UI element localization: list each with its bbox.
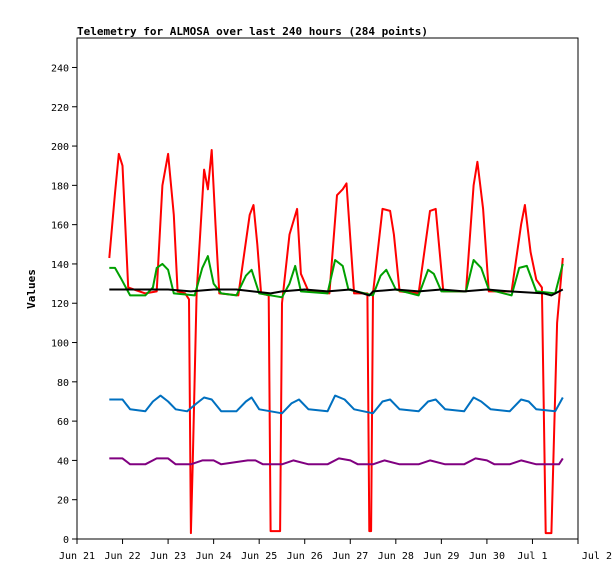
x-tick-label: Jun 23 <box>150 551 186 562</box>
y-tick-label: 100 <box>51 339 69 350</box>
y-tick-label: 80 <box>57 378 69 389</box>
x-tick-label: Jun 28 <box>378 551 414 562</box>
y-tick-label: 120 <box>51 299 69 310</box>
x-tick-label: Jun 27 <box>332 551 368 562</box>
x-tick-label: Jun 30 <box>469 551 505 562</box>
chart-title: Telemetry for ALMOSA over last 240 hours… <box>77 25 428 38</box>
series-line-3 <box>109 288 564 297</box>
y-axis: 0 20 40 60 80 100 120 140 160 180 200 220 240 <box>51 63 77 546</box>
x-tick-label: Jun 24 <box>196 551 232 562</box>
series-line-5 <box>109 457 564 466</box>
series-layer <box>108 149 564 535</box>
series-line-2 <box>109 255 564 299</box>
y-tick-label: 20 <box>57 496 69 507</box>
y-tick-label: 0 <box>63 535 69 546</box>
y-axis-label: Values <box>25 269 38 309</box>
x-axis: Jun 21 Jun 22 Jun 23 Jun 24 Jun 25 Jun 26 Jun … <box>59 539 612 562</box>
x-tick-label: Jun 25 <box>241 551 277 562</box>
x-tick-label: Jun 21 <box>59 551 95 562</box>
x-tick-label: Jun 22 <box>104 551 140 562</box>
y-tick-label: 40 <box>57 456 69 467</box>
x-tick-label: Jul 2 <box>582 551 612 562</box>
y-tick-label: 200 <box>51 142 69 153</box>
y-tick-label: 140 <box>51 260 69 271</box>
x-tick-label: Jun 29 <box>423 551 459 562</box>
y-tick-label: 60 <box>57 417 69 428</box>
y-tick-label: 180 <box>51 181 69 192</box>
y-tick-label: 160 <box>51 221 69 232</box>
series-line-1 <box>108 149 564 535</box>
x-tick-label: Jun 26 <box>287 551 323 562</box>
series-line-4 <box>109 394 564 415</box>
x-tick-label: Jul 1 <box>517 551 547 562</box>
y-tick-label: 220 <box>51 103 69 114</box>
y-tick-label: 240 <box>51 63 69 74</box>
